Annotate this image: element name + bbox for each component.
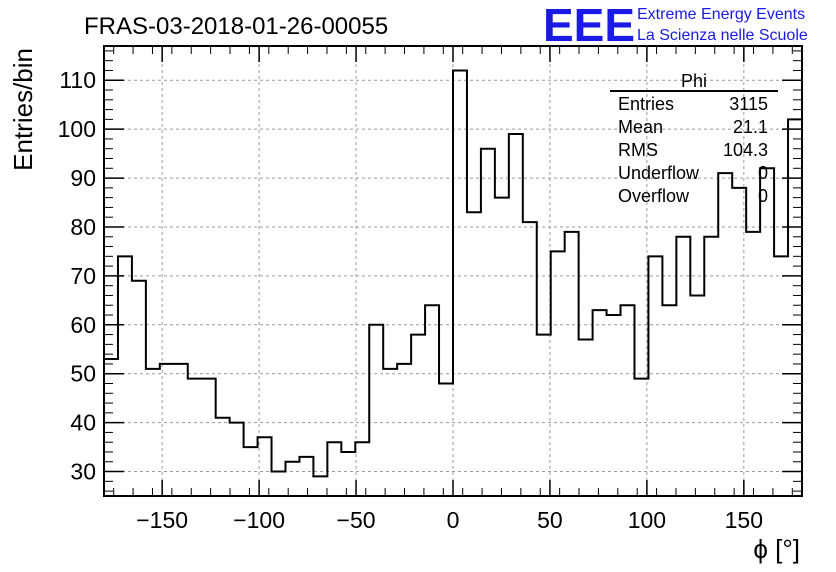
x-tick-label: −100 <box>233 507 285 533</box>
histogram-bin <box>383 369 397 496</box>
y-tick-label: 100 <box>58 116 96 142</box>
x-tick-label: 150 <box>725 507 763 533</box>
x-axis-title: ϕ [°] <box>753 534 800 564</box>
stats-value-entries: 3115 <box>729 94 768 114</box>
histogram-bin <box>313 476 327 496</box>
x-tick-label: 100 <box>628 507 666 533</box>
eee-logo: EEE Extreme Energy Events La Scienza nel… <box>543 0 808 51</box>
axis-ticks <box>104 46 802 496</box>
histogram-bin <box>188 379 202 496</box>
y-tick-label: 90 <box>70 165 96 191</box>
histogram-bin <box>230 423 244 496</box>
histogram-bin <box>579 339 593 496</box>
histogram-bin <box>425 305 439 496</box>
histogram-bin <box>607 315 621 496</box>
histogram-bin <box>174 364 188 496</box>
y-axis-title: Entries/bin <box>8 48 38 171</box>
y-tick-label: 70 <box>70 263 96 289</box>
y-tick-label: 30 <box>70 459 96 485</box>
stats-value-rms: 104.3 <box>723 140 768 160</box>
histogram-bin <box>509 134 523 496</box>
y-tick-label: 40 <box>70 410 96 436</box>
histogram-bin <box>621 305 635 496</box>
stats-value-underflow: 0 <box>758 163 768 183</box>
x-tick-label: 50 <box>537 507 563 533</box>
histogram-bin <box>369 325 383 496</box>
histogram-bin <box>634 379 648 496</box>
logo-line-2: La Scienza nelle Scuole <box>637 27 808 44</box>
logo-line-1: Extreme Energy Events <box>637 6 805 23</box>
histogram-bin <box>453 70 467 496</box>
histogram-bin <box>593 310 607 496</box>
stats-value-mean: 21.1 <box>733 117 768 137</box>
y-tick-label: 110 <box>59 67 96 93</box>
histogram-bin <box>272 472 286 496</box>
histogram-bin <box>467 212 481 496</box>
histogram-bin <box>118 256 132 496</box>
stats-label-entries: Entries <box>618 94 674 114</box>
stats-box: Phi Entries 3115 Mean 21.1 RMS 104.3 Und… <box>610 71 778 206</box>
histogram-bin <box>202 379 216 496</box>
x-tick-label: −150 <box>136 507 188 533</box>
y-tick-label: 50 <box>70 361 96 387</box>
histogram-bin <box>132 281 146 496</box>
histogram-bin <box>216 418 230 496</box>
tick-labels: −150 −100 −50 0 50 100 150 30 40 50 60 70 80 90 100 110 <box>58 67 763 533</box>
histogram-bin <box>662 305 676 496</box>
y-tick-label: 80 <box>70 214 96 240</box>
histogram-bin <box>718 173 732 496</box>
stats-label-underflow: Underflow <box>618 163 700 183</box>
histogram-outline <box>104 69 802 478</box>
stats-value-overflow: 0 <box>758 186 768 206</box>
y-tick-label: 60 <box>70 312 96 338</box>
chart-title: FRAS-03-2018-01-26-00055 <box>84 13 388 40</box>
histogram-bin <box>565 232 579 496</box>
stats-label-overflow: Overflow <box>618 186 690 206</box>
histogram-bin <box>104 359 118 496</box>
histogram-bin <box>481 149 495 496</box>
histogram-bin <box>327 442 341 496</box>
histogram-bin <box>523 222 537 496</box>
histogram-bin <box>774 256 788 496</box>
histogram-bin <box>495 198 509 496</box>
stats-box-title: Phi <box>681 71 707 91</box>
histogram-bin <box>760 168 774 496</box>
histogram-bin <box>285 462 299 496</box>
histogram-bin <box>299 457 313 496</box>
histogram-bin <box>146 369 160 496</box>
histogram-bin <box>788 119 802 496</box>
histogram-bin <box>341 452 355 496</box>
histogram-bin <box>439 384 453 497</box>
x-tick-label: −50 <box>337 507 376 533</box>
logo-letters: EEE <box>543 0 635 51</box>
histogram-bin <box>690 295 704 496</box>
histogram-bin <box>355 442 369 496</box>
histogram-bin <box>648 256 662 496</box>
stats-label-mean: Mean <box>618 117 663 137</box>
stats-label-rms: RMS <box>618 140 658 160</box>
histogram-bin <box>746 232 760 496</box>
histogram-bin <box>397 364 411 496</box>
x-tick-label: 0 <box>447 507 460 533</box>
